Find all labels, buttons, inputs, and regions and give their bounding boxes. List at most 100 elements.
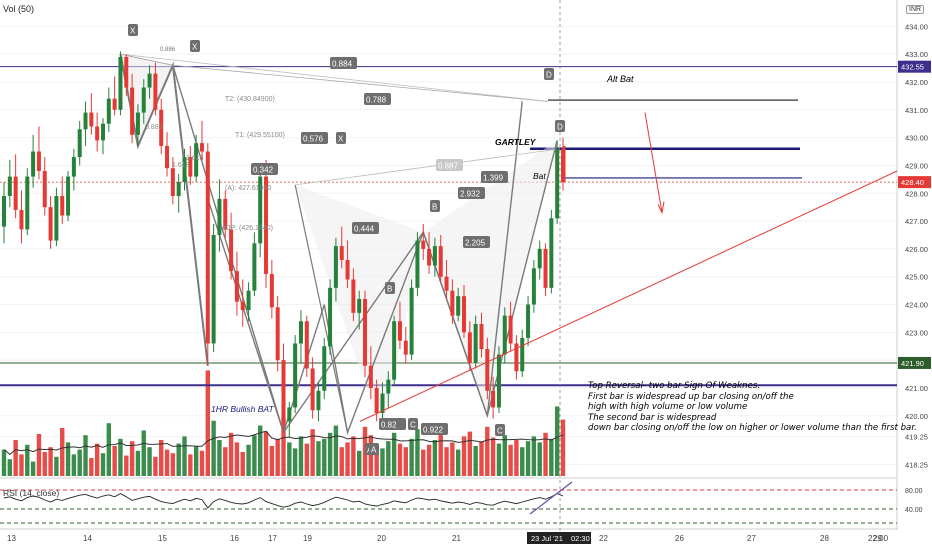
volume-bar (94, 443, 100, 476)
volume-bar (135, 450, 141, 476)
price-tick-label: 433.00 (905, 50, 928, 59)
volume-bar (234, 442, 240, 476)
volume-bar (391, 432, 397, 476)
time-highlight-time: 02:30 (571, 534, 590, 543)
pattern-point-badge (544, 68, 554, 80)
fib-label: T2: (430.84900) (225, 96, 275, 103)
volume-bar (421, 449, 426, 476)
time-highlight-date: 23 Jul '21 (531, 534, 563, 543)
volume-bar (211, 420, 216, 476)
volume-bar (164, 449, 170, 476)
volume-bar (322, 438, 327, 476)
volume-bar (275, 438, 280, 476)
candle-body (13, 176, 18, 210)
pattern-point-label: X (130, 27, 136, 36)
volume-bar (374, 444, 379, 476)
volume-bar (560, 419, 566, 476)
candle-body (95, 126, 100, 141)
candle-body (264, 176, 269, 274)
candle-body (368, 365, 373, 388)
candle-body (479, 324, 484, 350)
time-tick-label: 29 (873, 534, 882, 543)
time-tick-label: 21 (452, 534, 461, 543)
volume-bar (193, 446, 199, 476)
volume-bar (106, 423, 112, 476)
ratio-badge (301, 132, 328, 144)
fib-label: HOP: (426.1840) (220, 225, 273, 232)
target-arrow-line (644, 112, 663, 213)
candle-body (438, 246, 443, 277)
volume-bar (118, 438, 123, 476)
candle-body (36, 151, 41, 171)
candle-body (176, 182, 181, 197)
candle-body (147, 73, 152, 88)
ratio-label: 0.886 (160, 47, 176, 53)
pattern-point-label: D (546, 71, 552, 80)
volume-bar (13, 440, 18, 476)
candle-body (508, 315, 513, 344)
candle-body (252, 243, 257, 291)
pattern-point-badge (555, 120, 565, 132)
candle-body (141, 87, 146, 113)
volume-bar (269, 446, 275, 476)
candle-body (60, 196, 65, 216)
candle-body (345, 260, 350, 280)
volume-bar (25, 444, 30, 476)
fib-label: 1.618 (186, 155, 204, 162)
volume-bar (432, 440, 438, 476)
volume-bar (403, 447, 408, 476)
fib-label: T1: (429.55100) (235, 132, 285, 139)
volume-bar (263, 431, 269, 476)
volume-bar (479, 441, 484, 476)
volume-bar (65, 442, 71, 476)
ratio-badge (251, 163, 278, 175)
volume-bar (19, 454, 24, 476)
candle-body (100, 123, 105, 141)
volume-bar (199, 450, 205, 476)
candle-body (363, 298, 368, 366)
volume-bar (205, 370, 211, 476)
pattern-point-label: B (387, 285, 392, 294)
ratio-badge (421, 423, 448, 435)
time-tick-label: 28 (820, 534, 829, 543)
ratio-label: 0.342 (253, 166, 274, 175)
candle-body (77, 129, 82, 158)
pattern-fill-3 (423, 140, 558, 416)
volume-bar (223, 447, 228, 476)
candle-body (130, 87, 135, 135)
bullish-bat-label: 1HR Bullish BAT (211, 404, 274, 414)
volume-bar (100, 453, 106, 476)
candle-body (409, 287, 414, 355)
candle-body (357, 298, 362, 313)
candle-body (531, 268, 536, 305)
volume-ma-line (3, 430, 564, 456)
ratio-badge (379, 418, 406, 430)
candle-body (258, 176, 263, 244)
volume-bar (182, 436, 187, 476)
candle-body (555, 148, 560, 219)
candle-body (328, 287, 333, 347)
volume-bar (281, 417, 286, 476)
price-tick-label: 427.00 (905, 217, 928, 226)
pattern-leg-4 (294, 184, 349, 433)
volume-bar (397, 443, 403, 476)
candle-body (48, 207, 53, 241)
volume-bar (36, 434, 42, 476)
price-tick-label: 426.00 (905, 245, 928, 254)
candle-body (526, 304, 531, 338)
price-tag: 421.90 (901, 359, 924, 368)
candle-body (135, 112, 140, 135)
ratio-label: 0.884 (332, 60, 353, 69)
candle-body (269, 273, 274, 308)
candle-body (537, 248, 542, 269)
candle-body (333, 246, 338, 288)
fib-label: 1.618 (172, 162, 190, 169)
volume-bar (351, 436, 356, 476)
volume-bar (333, 425, 339, 476)
candle-body (118, 56, 123, 110)
candle-body (182, 157, 187, 183)
volume-bar (409, 438, 414, 476)
rsi-tick-label: 40.00 (905, 507, 923, 514)
